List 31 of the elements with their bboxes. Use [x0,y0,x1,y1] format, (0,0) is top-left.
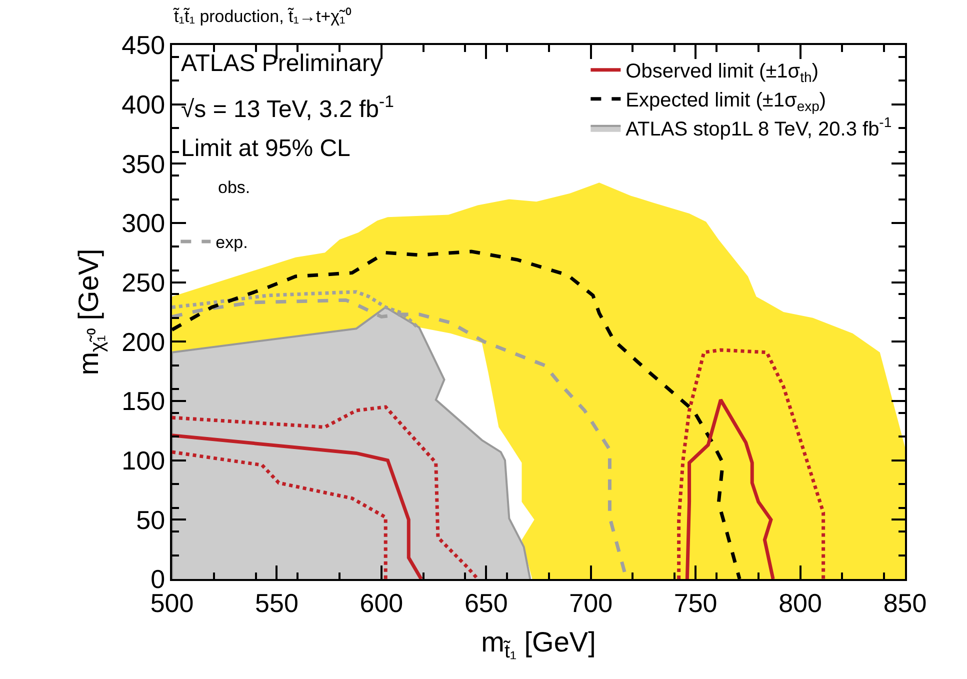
y-tick-label: 350 [122,148,166,179]
chart-title: t̃₁t̃₁ production, t̃₁→t+χ̃₁⁰ [172,6,352,26]
line-series [172,450,388,579]
line-series [677,348,826,579]
x-axis-title: m$_{t̃₁}$ [GeV] [481,626,596,662]
legend-label: Expected limit (±1σ$_{exp}$) [626,90,826,114]
x-tick-label: 600 [360,588,404,618]
x-tick-label: 700 [569,588,613,618]
x-tick-label: 650 [464,588,508,618]
line-series [172,405,480,579]
annotation: √s = 13 TeV, 3.2 fb$^{-1}$ [181,92,394,124]
legend-label: exp. [216,233,248,252]
annotation: Limit at 95% CL [181,135,350,162]
y-tick-label: 100 [122,445,166,476]
x-tick-label: 800 [778,588,822,618]
y-tick-label: 300 [122,208,166,238]
y-tick-label: 250 [122,267,166,298]
line-series [172,434,423,579]
annotation: obs. [218,178,250,197]
annotation: ATLAS Preliminary [181,50,382,77]
legend-label: ATLAS stop1L 8 TeV, 20.3 fb$^{-1}$ [626,114,892,141]
y-tick-label: 450 [122,30,166,60]
y-tick-label: 150 [122,386,166,416]
x-tick-label: 850 [883,588,927,618]
y-tick-label: 400 [122,89,166,120]
line-series [685,398,775,579]
x-tick-label: 550 [255,588,298,618]
y-tick-label: 200 [122,326,166,357]
legend-label: Observed limit (±1σ$_{th}$) [626,60,819,85]
y-tick-label: 50 [136,504,166,535]
x-tick-label: 750 [674,588,718,618]
